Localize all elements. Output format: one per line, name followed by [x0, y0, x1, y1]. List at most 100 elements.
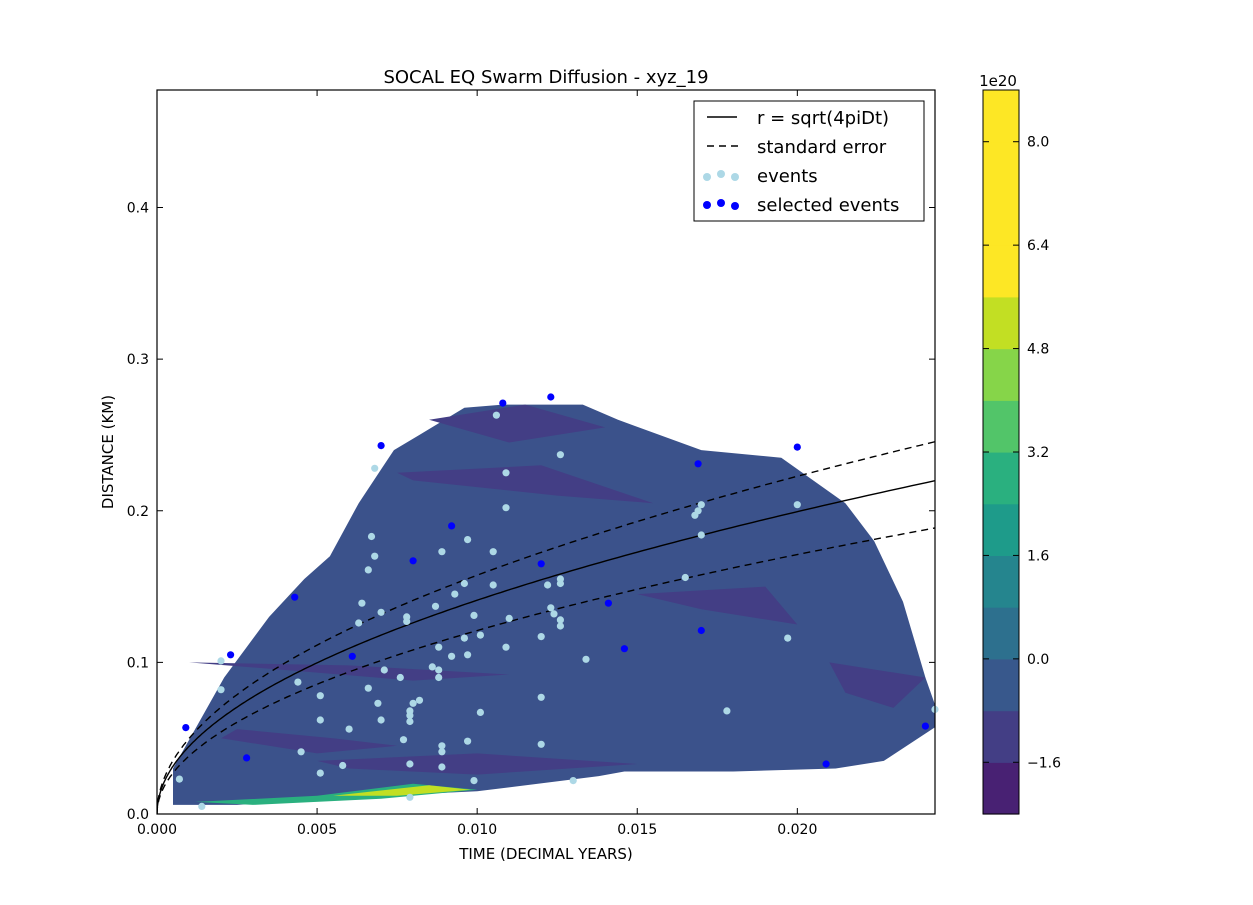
event-point — [537, 633, 545, 641]
selected-event-point — [182, 724, 190, 732]
selected-event-point — [409, 557, 417, 565]
contour-band-1 — [189, 662, 510, 681]
colorbar-tick-label: 6.4 — [1027, 238, 1049, 254]
event-point — [294, 678, 302, 686]
event-point — [438, 748, 446, 756]
contour-band-4 — [637, 586, 798, 625]
selected-events-layer — [182, 393, 930, 768]
event-point — [556, 616, 565, 624]
colorbar-band — [983, 762, 1019, 815]
event-point — [406, 717, 414, 726]
colorbar-band — [983, 141, 1019, 194]
event-point — [723, 707, 731, 715]
x-tick-label: 0.000 — [137, 822, 177, 838]
selected-event-point — [243, 754, 251, 762]
event-point — [793, 501, 801, 509]
event-point — [345, 725, 353, 733]
event-point — [537, 693, 545, 701]
colorbar-band — [983, 555, 1019, 608]
event-point — [476, 631, 484, 639]
event-point — [316, 692, 324, 700]
event-point — [406, 793, 414, 801]
colorbar-tick-label: 3.2 — [1027, 445, 1049, 461]
y-tick-label: 0.2 — [127, 504, 149, 520]
legend-entry-fit: r = sqrt(4piDt) — [757, 108, 889, 129]
selected-event-point — [620, 645, 629, 653]
event-point — [364, 684, 372, 692]
colorbar-band — [983, 193, 1019, 246]
y-tick-label: 0.0 — [127, 807, 149, 823]
x-axis-ticks: 0.000 0.005 0.010 0.015 0.020 — [137, 90, 817, 838]
chart-title: SOCAL EQ Swarm Diffusion - xyz_19 — [383, 67, 708, 88]
event-point — [380, 666, 388, 674]
event-point — [556, 451, 565, 459]
event-point — [399, 736, 408, 744]
contour-envelope — [173, 404, 935, 805]
contour-band-6 — [829, 662, 926, 708]
event-point — [428, 663, 436, 671]
event-point — [464, 651, 472, 659]
contour-band-5 — [429, 404, 606, 443]
selected-event-point — [822, 760, 830, 768]
event-point — [396, 673, 404, 682]
legend-entry-events: events — [757, 166, 818, 187]
selected-event-point — [694, 460, 702, 468]
selected-event-point — [377, 442, 385, 450]
fit-line — [157, 480, 935, 814]
event-point — [403, 617, 411, 626]
colorbar-band — [983, 90, 1019, 143]
event-point — [502, 643, 510, 651]
event-point — [470, 611, 478, 620]
upper-error-line — [157, 441, 935, 814]
event-point — [697, 501, 705, 509]
selected-event-point — [697, 626, 705, 635]
selected-event-point — [227, 651, 235, 659]
event-point — [435, 666, 443, 674]
event-point — [556, 622, 565, 630]
event-point — [406, 760, 414, 768]
event-point — [175, 775, 183, 783]
event-point — [415, 696, 424, 704]
colorbar-band — [983, 400, 1019, 453]
y-tick-label: 0.3 — [127, 352, 149, 368]
event-point — [694, 507, 702, 515]
event-point — [438, 763, 446, 771]
x-tick-label: 0.005 — [297, 822, 337, 838]
event-point — [547, 604, 555, 612]
contour-layer — [173, 404, 935, 805]
x-tick-label: 0.020 — [777, 822, 817, 838]
event-point — [681, 573, 689, 582]
colorbar-band — [983, 348, 1019, 401]
contour-band-0 — [397, 465, 654, 504]
event-point — [544, 581, 552, 589]
event-point — [409, 699, 417, 707]
event-point — [505, 614, 513, 623]
event-point — [371, 552, 379, 560]
event-point — [371, 464, 379, 472]
selected-event-point — [604, 599, 613, 607]
event-point — [435, 643, 443, 651]
colorbar-band — [983, 245, 1019, 298]
event-point — [438, 548, 446, 556]
legend-selected-symbol — [703, 199, 739, 210]
legend-box — [693, 100, 925, 222]
plot-frame — [156, 89, 936, 815]
event-point — [355, 619, 363, 627]
selected-event-point — [793, 443, 801, 451]
event-point — [339, 761, 347, 770]
colorbar-tick-label: −1.6 — [1027, 755, 1061, 771]
colorbar-bands — [983, 90, 1019, 815]
contour-hot-core — [333, 785, 471, 796]
contour-band-2 — [221, 729, 398, 754]
colorbar-tick-label: 8.0 — [1027, 135, 1049, 151]
x-tick-label: 0.015 — [617, 822, 657, 838]
event-point — [448, 652, 456, 660]
y-axis-ticks: 0.0 0.1 0.2 0.3 0.4 — [127, 201, 935, 823]
selected-event-point — [537, 560, 545, 568]
lower-error-line — [157, 527, 935, 814]
legend: r = sqrt(4piDt) standard error events se… — [693, 100, 925, 222]
colorbar-tick-label: 0.0 — [1027, 652, 1049, 668]
event-point — [377, 608, 385, 616]
event-point — [297, 748, 305, 756]
